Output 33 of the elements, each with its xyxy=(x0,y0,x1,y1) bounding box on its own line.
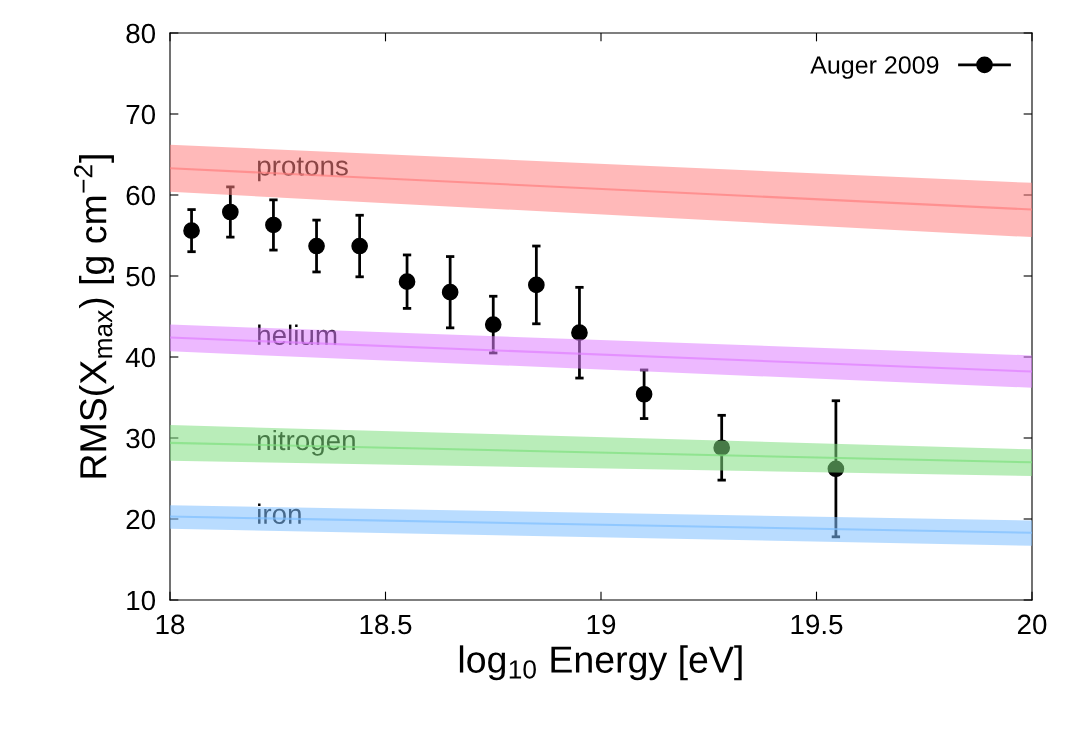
point xyxy=(265,216,282,234)
series-label: protons xyxy=(257,157,348,182)
y-tick-label: 30 xyxy=(126,428,156,449)
point xyxy=(183,222,200,239)
y-tick-label: 50 xyxy=(126,266,156,287)
point xyxy=(441,283,459,301)
y-axis-title: RMS(X$_{max}$) [g cm$^{−2}$] xyxy=(73,155,114,478)
point xyxy=(351,237,368,255)
x-tick-label: 18.5 xyxy=(360,614,412,635)
point xyxy=(398,273,416,291)
point xyxy=(222,203,239,221)
y-tick-label: 80 xyxy=(126,23,156,44)
point xyxy=(571,324,588,342)
x-tick-label: 18 xyxy=(156,614,185,635)
x-tick-label: 19.5 xyxy=(791,614,843,635)
point xyxy=(635,385,653,403)
series-label: iron xyxy=(258,503,301,525)
y-tick-label: 40 xyxy=(125,347,156,368)
legend-label: Auger 2009 xyxy=(810,56,939,79)
x-tick-label: 20 xyxy=(1017,614,1047,635)
y-tick-label: 70 xyxy=(126,104,156,125)
point xyxy=(713,439,731,457)
y-tick-label: 20 xyxy=(126,509,156,530)
series-label: helium xyxy=(258,324,337,346)
point xyxy=(528,276,545,294)
x-tick-label: 19 xyxy=(587,614,616,635)
y-tick-label: 10 xyxy=(127,590,156,611)
series-label: nitrogen xyxy=(258,429,355,456)
y-tick-label: 60 xyxy=(126,185,156,206)
point xyxy=(308,237,325,255)
point xyxy=(827,460,845,478)
x-axis-title: log$_{10}$ Energy [eV] xyxy=(459,645,742,681)
point xyxy=(484,316,502,333)
